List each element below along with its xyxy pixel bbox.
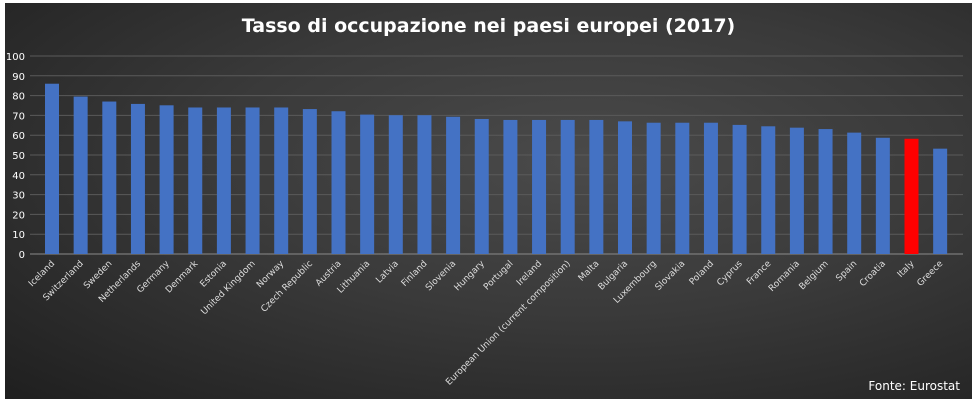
x-tick-label: France bbox=[745, 259, 774, 288]
chart-title: Tasso di occupazione nei paesi europei (… bbox=[241, 15, 736, 37]
bar-italy bbox=[904, 138, 919, 254]
x-tick-label: Spain bbox=[834, 259, 859, 284]
y-tick-label: 100 bbox=[6, 52, 25, 63]
y-tick-label: 90 bbox=[12, 72, 25, 83]
bar-norway bbox=[274, 107, 289, 254]
y-tick-label: 30 bbox=[12, 191, 25, 202]
bar-france bbox=[761, 126, 776, 254]
y-tick-label: 40 bbox=[12, 171, 25, 182]
x-tick-label: Hungary bbox=[453, 259, 488, 294]
bar-luxembourg bbox=[646, 122, 661, 254]
bar-portugal bbox=[503, 119, 518, 254]
x-tick-label: Croatia bbox=[858, 259, 888, 289]
bar-switzerland bbox=[73, 96, 88, 254]
bar-latvia bbox=[388, 115, 403, 255]
bar-germany bbox=[159, 105, 174, 254]
x-tick-label: Greece bbox=[916, 259, 946, 289]
y-tick-label: 50 bbox=[12, 151, 25, 162]
x-tick-label: Italy bbox=[896, 259, 917, 280]
y-tick-label: 60 bbox=[12, 131, 25, 142]
x-tick-label: Slovakia bbox=[654, 259, 688, 293]
x-tick-label: Romania bbox=[767, 259, 802, 294]
bar-chart: 0102030405060708090100IcelandSwitzerland… bbox=[6, 52, 963, 388]
y-tick-label: 70 bbox=[12, 111, 25, 122]
x-tick-label: Latvia bbox=[374, 259, 400, 285]
bar-lithuania bbox=[360, 114, 375, 254]
bar-ireland bbox=[532, 119, 547, 254]
bar-european-union-current-composition- bbox=[560, 119, 575, 254]
bar-hungary bbox=[474, 118, 489, 255]
bar-czech-republic bbox=[302, 109, 317, 255]
x-tick-label: Poland bbox=[688, 259, 716, 287]
bar-cyprus bbox=[732, 124, 747, 255]
bar-sweden bbox=[102, 101, 117, 254]
y-tick-label: 10 bbox=[12, 230, 25, 241]
bar-estonia bbox=[216, 107, 231, 254]
bar-united-kingdom bbox=[245, 107, 260, 254]
bar-netherlands bbox=[130, 103, 145, 254]
y-tick-label: 0 bbox=[19, 250, 25, 261]
x-tick-label: Malta bbox=[577, 259, 602, 284]
x-tick-label: Belgium bbox=[798, 259, 831, 292]
bar-croatia bbox=[875, 137, 890, 254]
bar-poland bbox=[703, 122, 718, 254]
bar-malta bbox=[589, 119, 604, 254]
x-tick-label: Portugal bbox=[482, 259, 515, 292]
bar-iceland bbox=[45, 83, 59, 254]
bar-slovakia bbox=[675, 122, 690, 254]
bar-romania bbox=[789, 127, 804, 254]
bar-belgium bbox=[818, 129, 833, 254]
bar-greece bbox=[933, 148, 948, 254]
chart-area: Tasso di occupazione nei paesi europei (… bbox=[5, 3, 972, 399]
source-note: Fonte: Eurostat bbox=[868, 379, 960, 393]
y-tick-label: 20 bbox=[12, 210, 25, 221]
x-tick-label: United Kingdom bbox=[200, 259, 258, 317]
bar-denmark bbox=[188, 107, 203, 254]
bar-slovenia bbox=[446, 116, 461, 254]
bar-spain bbox=[847, 132, 862, 254]
y-tick-label: 80 bbox=[12, 92, 25, 103]
bar-austria bbox=[331, 111, 346, 254]
bar-bulgaria bbox=[618, 121, 632, 254]
bar-finland bbox=[417, 115, 432, 255]
x-tick-label: Cyprus bbox=[715, 259, 745, 289]
x-tick-label: Czech Republic bbox=[259, 259, 315, 315]
